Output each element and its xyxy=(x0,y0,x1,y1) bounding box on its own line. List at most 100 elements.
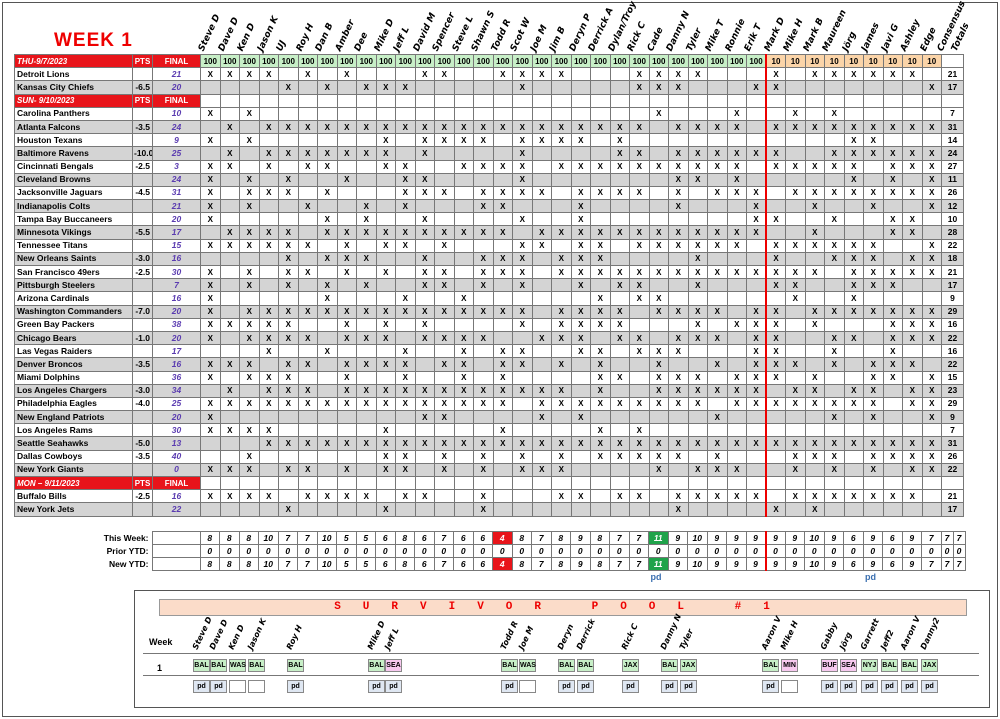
consensus-total: 11 xyxy=(941,172,964,187)
pick-mark xyxy=(746,423,767,438)
summary-value: 8 xyxy=(199,557,220,571)
pick-mark xyxy=(629,383,650,398)
empty-cell xyxy=(512,93,533,108)
pick-mark: X xyxy=(239,238,260,253)
team-name: Tampa Bay Buccaneers xyxy=(14,212,133,227)
pick-mark: X xyxy=(200,264,221,280)
pick-mark: X xyxy=(804,436,825,451)
pick-mark: X xyxy=(629,159,650,174)
pick-mark: X xyxy=(531,410,552,425)
pick-mark: X xyxy=(512,278,533,293)
pick-mark xyxy=(258,502,279,517)
pick-mark: X xyxy=(434,304,455,319)
pick-mark: X xyxy=(921,238,942,253)
pick-mark xyxy=(609,106,630,121)
pick-mark: X xyxy=(804,370,825,385)
survivor-pick: BAL xyxy=(248,659,265,672)
pick-mark xyxy=(473,317,494,332)
spread: -4.5 xyxy=(132,185,153,201)
pick-mark: X xyxy=(882,330,903,346)
pick-mark: X xyxy=(375,357,396,372)
pick-mark: X xyxy=(278,119,299,135)
pick-mark xyxy=(590,462,611,478)
pick-mark: X xyxy=(473,264,494,280)
pick-mark xyxy=(531,80,552,95)
pick-mark: X xyxy=(356,212,377,227)
pick-mark: X xyxy=(882,146,903,161)
final-score: 36 xyxy=(152,370,201,385)
pick-mark xyxy=(434,106,455,121)
pick-mark xyxy=(629,370,650,385)
pick-mark: X xyxy=(687,119,708,135)
pick-mark: X xyxy=(473,119,494,135)
pick-mark xyxy=(317,317,338,332)
pick-mark: X xyxy=(707,238,728,253)
pick-mark xyxy=(629,212,650,227)
pick-mark xyxy=(434,489,455,504)
pick-mark xyxy=(648,410,669,425)
pick-mark: X xyxy=(434,264,455,280)
pick-mark: X xyxy=(609,225,630,240)
summary-label: New YTD: xyxy=(108,559,149,569)
summary-value: 7 xyxy=(952,557,966,571)
pick-mark: X xyxy=(726,159,747,174)
pick-mark: X xyxy=(609,264,630,280)
pick-mark: X xyxy=(804,396,825,412)
pick-mark: X xyxy=(512,449,533,464)
empty-cell xyxy=(551,475,572,491)
pick-mark xyxy=(726,357,747,372)
empty-cell xyxy=(395,475,416,491)
pick-mark xyxy=(746,106,767,121)
pick-mark: X xyxy=(375,449,396,464)
pick-mark xyxy=(570,383,591,398)
empty-cell xyxy=(941,53,964,69)
divider xyxy=(143,653,979,654)
wager-value: 100 xyxy=(278,53,299,69)
pick-mark xyxy=(590,330,611,346)
summary-value: 0 xyxy=(726,544,747,558)
pick-mark: X xyxy=(629,423,650,438)
survivor-paid: pd xyxy=(287,680,304,693)
pick-mark xyxy=(804,344,825,359)
team-row: Washington Commanders -7.0 20 X X X X X X X X X X X X X… xyxy=(14,304,964,319)
pick-mark xyxy=(395,67,416,82)
pick-mark xyxy=(219,212,240,227)
summary-value: 9 xyxy=(901,557,922,571)
pick-mark xyxy=(824,502,845,517)
pick-mark: X xyxy=(512,212,533,227)
pick-mark xyxy=(317,462,338,478)
pick-mark xyxy=(785,80,806,95)
pick-mark xyxy=(668,106,689,121)
final-score: 16 xyxy=(152,489,201,504)
pick-mark xyxy=(668,357,689,372)
empty-cell xyxy=(746,475,767,491)
pick-mark xyxy=(921,357,942,372)
pick-mark: X xyxy=(843,133,864,148)
pick-mark: X xyxy=(434,436,455,451)
pick-mark: X xyxy=(492,370,513,385)
pick-mark xyxy=(395,251,416,267)
pick-mark xyxy=(453,106,474,121)
pick-mark xyxy=(375,291,396,306)
summary-value: 6 xyxy=(843,531,864,545)
pick-mark xyxy=(297,344,318,359)
empty-cell xyxy=(219,93,240,108)
pick-mark: X xyxy=(785,462,806,478)
pick-mark xyxy=(473,67,494,82)
pick-mark: X xyxy=(648,238,669,253)
pick-mark: X xyxy=(551,159,572,174)
final-score: 31 xyxy=(152,185,201,201)
pick-mark: X xyxy=(297,383,318,398)
final-score: 16 xyxy=(152,291,201,306)
pick-mark: X xyxy=(395,225,416,240)
pick-mark: X xyxy=(356,330,377,346)
team-name: Denver Broncos xyxy=(14,357,133,372)
empty-cell xyxy=(453,93,474,108)
spread: -7.0 xyxy=(132,304,153,319)
pick-mark: X xyxy=(551,304,572,319)
pick-mark: X xyxy=(453,159,474,174)
pick-mark xyxy=(336,423,357,438)
pick-mark: X xyxy=(785,436,806,451)
summary-value: 7 xyxy=(277,557,298,571)
pick-mark xyxy=(336,106,357,121)
